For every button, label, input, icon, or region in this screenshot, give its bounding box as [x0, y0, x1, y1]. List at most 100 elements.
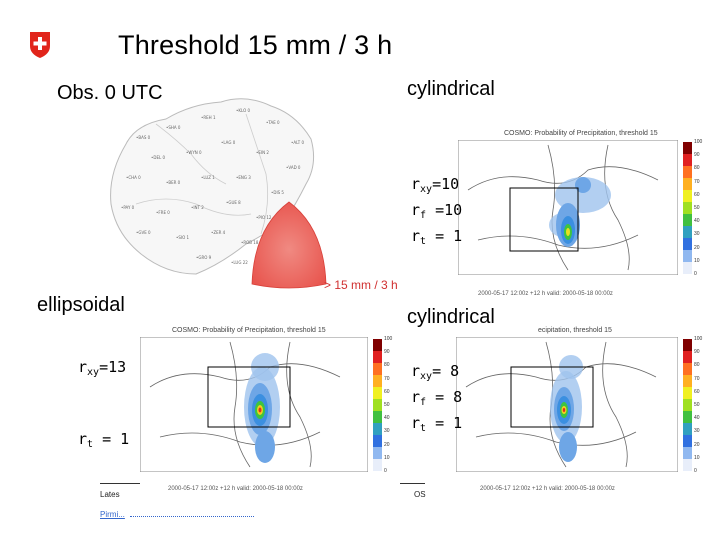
colorbar-tick-label: 60 — [694, 388, 700, 395]
svg-text:•PIO 12: •PIO 12 — [256, 215, 272, 220]
colorbar-tick-label: 90 — [694, 152, 700, 159]
panel-left-title: COSMO: Probability of Precipitation, thr… — [172, 327, 326, 334]
param-rt-top: = 1 — [426, 227, 463, 245]
svg-text:•BAS 0: •BAS 0 — [136, 135, 151, 140]
colorbar-tick-label: 30 — [384, 428, 390, 435]
panel-top-footer: 2000-05-17 12:00z +12 h valid: 2000-05-1… — [478, 291, 613, 297]
colorbar-tick-label: 0 — [694, 271, 697, 277]
footer-text-left: Lates — [100, 490, 120, 499]
panel-right-title: ecipitation, threshold 15 — [538, 327, 612, 334]
svg-text:•KLO 0: •KLO 0 — [236, 108, 250, 113]
svg-text:•WYN 0: •WYN 0 — [186, 150, 202, 155]
prob-panel-top: COSMO: Probability of Precipitation, thr… — [458, 128, 708, 298]
param-rf-bottom: = 8 — [426, 388, 463, 406]
colorbar-tick-label: 0 — [694, 468, 697, 474]
colorbar-tick-label: 20 — [694, 441, 700, 448]
colorbar-tick-label: 100 — [384, 336, 393, 342]
param-rxy-bottom: = 8 — [432, 362, 460, 380]
colorbar-tick-label: 80 — [694, 165, 700, 172]
colorbar-tick-label: 10 — [694, 454, 700, 461]
svg-text:•SHA 0: •SHA 0 — [166, 125, 181, 130]
svg-text:•TAE 0: •TAE 0 — [266, 120, 280, 125]
colorbar-tick-label: 70 — [694, 375, 700, 382]
colorbar-tick-label: 80 — [384, 362, 390, 369]
colorbar-tick-label: 10 — [384, 454, 390, 461]
colorbar-tick-label: 0 — [384, 468, 387, 474]
params-bottom: rxy= 8 rf = 8 rt = 1 — [411, 362, 463, 434]
footer-text-right: OS — [414, 490, 426, 499]
colorbar-tick-label: 60 — [694, 191, 700, 198]
cylindrical-label-top: cylindrical — [407, 78, 495, 100]
svg-text:•LUG 22: •LUG 22 — [231, 260, 248, 265]
colorbar-tick-label: 70 — [384, 375, 390, 382]
colorbar-tick-label: 50 — [694, 402, 700, 408]
svg-text:•VAD 0: •VAD 0 — [286, 165, 301, 170]
footer-rule-left — [100, 483, 140, 484]
svg-text:•ZER 4: •ZER 4 — [211, 230, 226, 235]
colorbar-tick-label: 40 — [384, 415, 390, 422]
colorbar-tick-label: 80 — [694, 362, 700, 369]
colorbar-tick-label: 100 — [694, 139, 703, 145]
colorbar-tick-label: 10 — [694, 257, 700, 264]
cylindrical-label-bottom: cylindrical — [407, 306, 495, 328]
param-rt-ell: = 1 — [93, 430, 130, 448]
colorbar-tick-label: 50 — [384, 402, 390, 408]
panel-top-title: COSMO: Probability of Precipitation, thr… — [504, 130, 658, 137]
svg-text:•EIN 2: •EIN 2 — [256, 150, 269, 155]
param-rxy-ell: =13 — [99, 358, 127, 376]
params-ellipsoidal: rxy=13 rt = 1 — [78, 358, 130, 450]
colorbar-tick-label: 60 — [384, 388, 390, 395]
colorbar-tick-label: 40 — [694, 218, 700, 225]
svg-text:•CHA 0: •CHA 0 — [126, 175, 141, 180]
panel-top-colorbar — [683, 142, 692, 274]
colorbar-tick-label: 90 — [694, 349, 700, 356]
param-rf-top: =10 — [426, 201, 463, 219]
observation-map: •BAS 0 •SHA 0 •REH 1 •KLO 0 •TAE 0 •ALT 0 •D… — [110, 98, 315, 275]
svg-text:•GVE 0: •GVE 0 — [136, 230, 151, 235]
colorbar-tick-label: 30 — [694, 428, 700, 435]
svg-text:•BER 0: •BER 0 — [166, 180, 181, 185]
obs-label: Obs. 0 UTC — [57, 82, 163, 104]
svg-text:•GUE 8: •GUE 8 — [226, 200, 241, 205]
colorbar-tick-label: 20 — [694, 244, 700, 251]
colorbar-tick-label: 100 — [694, 336, 703, 342]
panel-top-map — [458, 140, 678, 275]
swiss-cross-logo — [30, 32, 50, 58]
svg-text:•ROB 18: •ROB 18 — [241, 240, 259, 245]
svg-text:•LAG 0: •LAG 0 — [221, 140, 236, 145]
panel-right-map — [456, 337, 678, 472]
page-title: Threshold 15 mm / 3 h — [118, 30, 393, 60]
panel-left-footer: 2000-05-17 12:00z +12 h valid: 2000-05-1… — [168, 486, 303, 492]
colorbar-tick-label: 40 — [694, 415, 700, 422]
param-rxy-top: =10 — [432, 175, 460, 193]
ellipsoidal-kernel-shape — [251, 201, 327, 289]
svg-text:•REH 1: •REH 1 — [201, 115, 216, 120]
param-rt-bottom: = 1 — [426, 414, 463, 432]
prob-panel-left: COSMO: Probability of Precipitation, thr… — [140, 325, 398, 495]
svg-text:•FRE 0: •FRE 0 — [156, 210, 170, 215]
svg-text:•DEL 0: •DEL 0 — [151, 155, 165, 160]
svg-text:•SIO 1: •SIO 1 — [176, 235, 189, 240]
panel-left-colorbar — [373, 339, 382, 471]
footer-link-underline — [130, 516, 254, 517]
svg-text:•DIS 5: •DIS 5 — [271, 190, 284, 195]
params-top: rxy=10 rf =10 rt = 1 — [411, 175, 463, 247]
panel-right-footer: 2000-05-17 12:00z +12 h valid: 2000-05-1… — [480, 486, 615, 492]
ellipsoidal-label: ellipsoidal — [37, 294, 125, 316]
kernel-caption: > 15 mm / 3 h — [324, 278, 398, 292]
svg-text:•LUZ 1: •LUZ 1 — [201, 175, 215, 180]
panel-left-map — [140, 337, 368, 472]
colorbar-tick-label: 20 — [384, 441, 390, 448]
svg-text:•GRO 9: •GRO 9 — [196, 255, 212, 260]
prob-panel-right: ecipitation, threshold 15 2000-05-17 12:… — [456, 325, 710, 495]
colorbar-tick-label: 70 — [694, 178, 700, 185]
svg-text:•PAY 0: •PAY 0 — [121, 205, 135, 210]
svg-text:•ALT 0: •ALT 0 — [291, 140, 304, 145]
colorbar-tick-label: 30 — [694, 231, 700, 238]
panel-right-colorbar — [683, 339, 692, 471]
footer-link[interactable]: Pirmi... — [100, 510, 125, 519]
colorbar-tick-label: 50 — [694, 205, 700, 211]
svg-text:•INT 2: •INT 2 — [191, 205, 204, 210]
footer-rule-right — [400, 483, 425, 484]
colorbar-tick-label: 90 — [384, 349, 390, 356]
